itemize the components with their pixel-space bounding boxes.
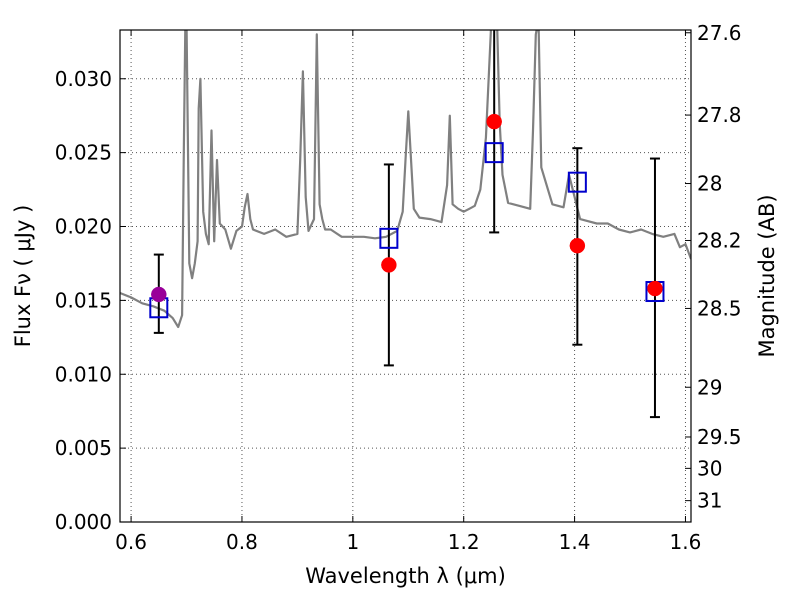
observed-point	[647, 280, 663, 297]
y-tick-label: 0.030	[55, 67, 112, 91]
observed-point	[381, 257, 397, 273]
y-tick-label: 0.010	[55, 362, 112, 386]
observed-point	[569, 237, 586, 254]
x-tick-label: 0.8	[226, 530, 258, 554]
right-tick-label: 27.8	[697, 103, 742, 127]
right-tick-label: 27.6	[697, 21, 742, 45]
observed-point	[486, 113, 502, 130]
marker-layer	[149, 113, 665, 319]
right-tick-label: 28	[697, 172, 722, 196]
right-axis-title: Magnitude (AB)	[755, 194, 779, 357]
y-tick-label: 0.000	[55, 510, 112, 534]
model-square-marker	[379, 227, 399, 249]
right-tick-label: 31	[697, 489, 722, 513]
plot-background	[120, 30, 691, 522]
spectrum-layer	[120, 30, 691, 329]
model-square-marker	[567, 171, 587, 193]
right-tick-label: 28.2	[697, 228, 742, 252]
y-tick-label: 0.015	[55, 288, 112, 312]
x-tick-label: 0.6	[115, 530, 147, 554]
y-axis-title: Flux Fν ( μJy )	[11, 205, 35, 348]
model-square-marker	[484, 142, 504, 164]
y-tick-label: 0.020	[55, 215, 112, 239]
right-tick-label: 29.5	[697, 425, 742, 449]
x-tick-label: 1.4	[559, 530, 591, 554]
spectrum-line	[120, 30, 691, 329]
x-axis-title: Wavelength λ (μm)	[305, 564, 506, 588]
x-tick-label: 1.2	[448, 530, 480, 554]
y-tick-label: 0.025	[55, 141, 112, 165]
plot-frame	[119, 29, 692, 523]
right-tick-label: 29	[697, 375, 722, 399]
x-tick-label: 1.6	[670, 530, 702, 554]
right-tick-label: 30	[697, 456, 722, 480]
y-tick-label: 0.005	[55, 436, 112, 460]
axis-ticks	[120, 30, 691, 523]
tick-labels: 0.6 0.8 1 1.2 1.4 1.6 0.000 0.005 0.010 0.015 0.02…	[55, 21, 742, 554]
optical-point	[151, 286, 167, 303]
x-tick-label: 1	[346, 530, 359, 554]
right-tick-label: 28.5	[697, 296, 742, 320]
